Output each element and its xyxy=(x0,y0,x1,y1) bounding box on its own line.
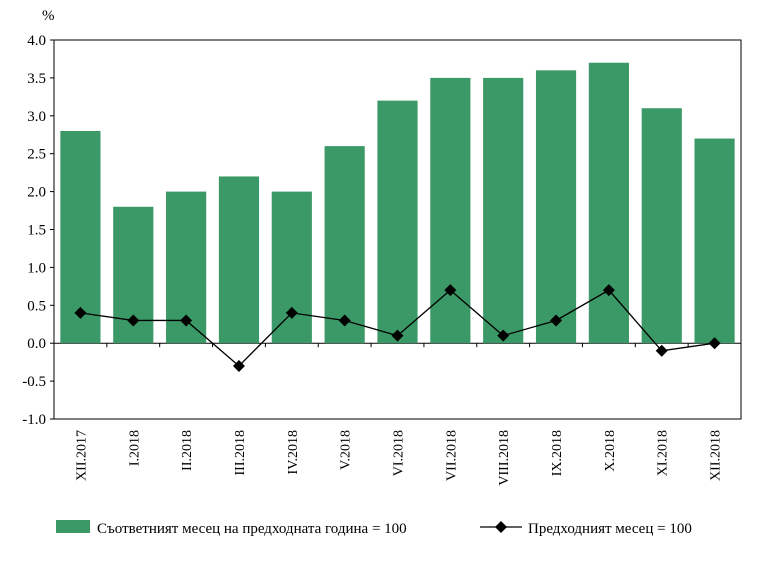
line-series xyxy=(74,284,721,372)
bar xyxy=(324,146,365,344)
line-point-diamond xyxy=(655,344,668,357)
x-tick-label: VII.2018 xyxy=(444,430,459,481)
y-tick-label: 3.0 xyxy=(27,109,46,125)
line-point-diamond xyxy=(497,329,510,342)
line-point-diamond xyxy=(285,306,298,319)
x-tick-label: XI.2018 xyxy=(656,430,671,476)
bar xyxy=(271,191,312,344)
line-point-diamond xyxy=(232,359,245,372)
legend-label-line: Предходният месец = 100 xyxy=(528,521,692,537)
bar xyxy=(588,62,629,344)
y-tick-label: 4.0 xyxy=(27,33,46,49)
y-tick-label: 1.5 xyxy=(27,223,46,239)
x-tick-label: X.2018 xyxy=(603,430,618,472)
x-tick-label: VIII.2018 xyxy=(497,430,512,486)
y-tick-label: 0.0 xyxy=(27,336,46,352)
x-tick-label: XII.2018 xyxy=(709,430,724,481)
x-tick-label: V.2018 xyxy=(339,430,354,470)
bar xyxy=(430,77,471,344)
bar xyxy=(694,138,735,344)
x-tick-label: VI.2018 xyxy=(392,430,407,476)
x-tick-label: IV.2018 xyxy=(286,430,301,474)
bar xyxy=(218,176,260,344)
x-tick-label: IX.2018 xyxy=(550,430,565,476)
line-point-diamond xyxy=(708,337,721,350)
line-point-diamond xyxy=(602,284,615,297)
line-point-diamond xyxy=(338,314,351,327)
legend-swatch-diamond xyxy=(495,521,507,533)
line-point-diamond xyxy=(391,329,404,342)
y-tick-label: 2.0 xyxy=(27,185,46,201)
y-tick-label: 2.5 xyxy=(27,147,46,163)
line-point-diamond xyxy=(74,306,87,319)
tick-labels: -1.0 -0.5 0.0 0.5 1.0 1.5 2.0 2.5 3.0 3.5 4.0% XII.… xyxy=(22,8,723,486)
bar xyxy=(641,108,682,344)
bar xyxy=(483,77,524,344)
x-tick-label: II.2018 xyxy=(180,430,195,471)
line-point-diamond xyxy=(444,284,457,297)
x-tick-label: III.2018 xyxy=(233,430,248,476)
x-tick-label: XII.2017 xyxy=(74,430,89,481)
x-tick-label: I.2018 xyxy=(127,430,142,466)
legend-swatch-bar xyxy=(56,520,90,533)
bars xyxy=(60,62,735,344)
legend-label-bar: Съответният месец на предходната година … xyxy=(97,521,407,537)
y-tick-label: -0.5 xyxy=(22,374,46,390)
legend: Съответният месец на предходната година … xyxy=(56,520,692,537)
line-point-diamond xyxy=(550,314,563,327)
bar xyxy=(535,70,577,344)
y-tick-label: 1.0 xyxy=(27,260,46,276)
line-point-diamond xyxy=(127,314,140,327)
y-unit-label: % xyxy=(42,8,55,24)
y-tick-label: 3.5 xyxy=(27,71,46,87)
line-point-diamond xyxy=(180,314,193,327)
y-tick-label: 0.5 xyxy=(27,298,46,314)
y-tick-label: -1.0 xyxy=(22,412,46,428)
bar xyxy=(377,100,418,344)
